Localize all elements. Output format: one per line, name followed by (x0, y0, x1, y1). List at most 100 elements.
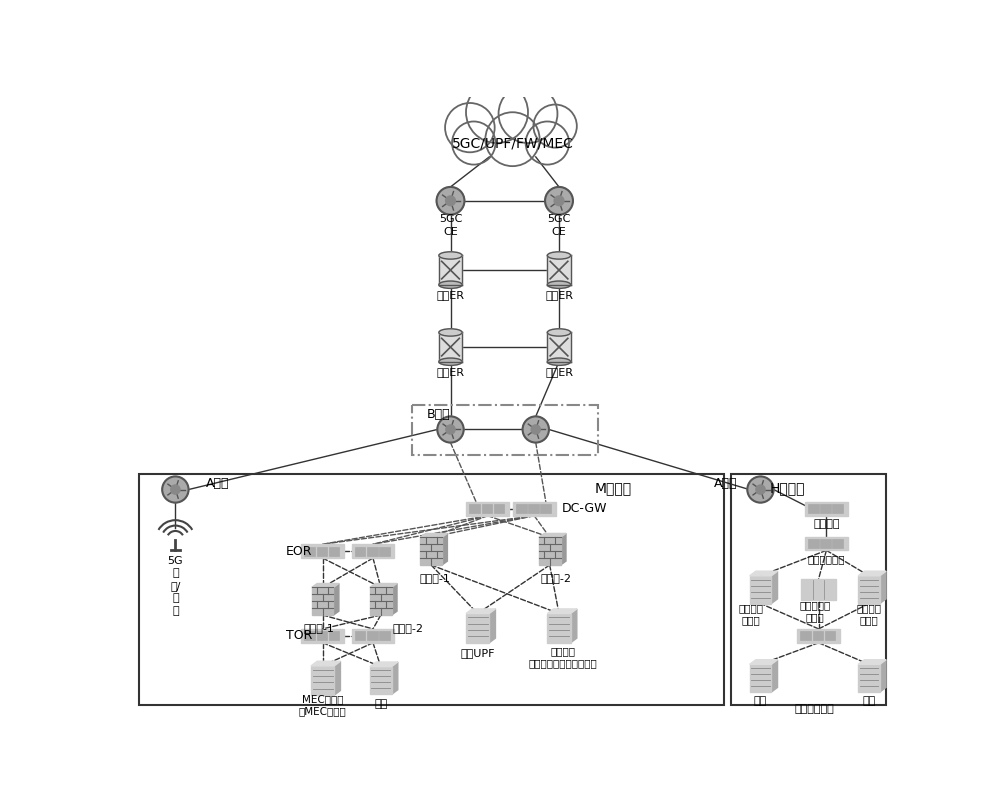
Circle shape (446, 196, 455, 206)
Ellipse shape (547, 252, 571, 259)
Polygon shape (880, 659, 886, 692)
Ellipse shape (439, 358, 462, 366)
Bar (304, 546, 315, 556)
Bar (547, 332, 571, 362)
Circle shape (554, 196, 564, 206)
Polygon shape (392, 583, 397, 615)
Text: M地营区: M地营区 (595, 481, 632, 495)
Text: 交换设备: 交换设备 (813, 519, 840, 529)
Text: 5G
基
站/
室
分: 5G 基 站/ 室 分 (168, 556, 183, 616)
Bar (832, 504, 843, 513)
Text: 跨网交换
服务器: 跨网交换 服务器 (739, 603, 764, 625)
Bar (329, 631, 339, 641)
Bar (304, 631, 315, 641)
Bar (311, 666, 334, 695)
Bar (439, 256, 462, 285)
Text: 存储: 存储 (862, 696, 876, 706)
Text: 防火墙-2: 防火墙-2 (540, 573, 571, 583)
Bar (820, 539, 831, 548)
Text: 营区数据中心: 营区数据中心 (795, 704, 835, 714)
Bar (355, 631, 365, 641)
Polygon shape (370, 583, 397, 587)
Bar (301, 544, 344, 558)
Circle shape (162, 476, 189, 503)
Bar (547, 613, 571, 642)
Bar (808, 539, 819, 548)
Circle shape (446, 425, 455, 434)
Ellipse shape (547, 328, 571, 337)
Polygon shape (561, 533, 566, 565)
Bar (301, 629, 344, 642)
Polygon shape (311, 661, 340, 666)
Text: H地营区: H地营区 (770, 481, 805, 495)
Bar (379, 631, 390, 641)
Bar (858, 664, 880, 692)
Polygon shape (750, 571, 778, 575)
Text: 防火墙-2: 防火墙-2 (392, 623, 423, 633)
Bar (466, 502, 509, 516)
Bar (312, 587, 333, 615)
Bar (832, 539, 843, 548)
Text: 5GC/UPF/FW/MEC: 5GC/UPF/FW/MEC (452, 136, 573, 150)
Text: 防火墙-1: 防火墙-1 (303, 623, 334, 633)
Circle shape (445, 103, 495, 153)
Ellipse shape (547, 281, 571, 288)
Circle shape (485, 112, 540, 166)
Circle shape (437, 416, 464, 442)
Bar (494, 504, 504, 513)
Circle shape (756, 485, 765, 494)
Bar (801, 579, 836, 600)
Bar (317, 546, 327, 556)
Bar (805, 502, 848, 516)
Circle shape (171, 485, 180, 494)
Polygon shape (370, 662, 398, 667)
Bar (528, 504, 539, 513)
Bar (813, 631, 823, 641)
Polygon shape (571, 609, 577, 642)
Text: 计算: 计算 (754, 696, 767, 706)
Ellipse shape (439, 252, 462, 259)
Text: 跨网交换
服务器: 跨网交换 服务器 (856, 603, 882, 625)
Text: 边缘UPF: 边缘UPF (460, 648, 495, 658)
Bar (805, 537, 848, 550)
Text: 防火墙-1: 防火墙-1 (420, 573, 450, 583)
Text: 城域ER: 城域ER (545, 366, 573, 377)
Bar (469, 504, 480, 513)
Text: TOR: TOR (286, 629, 313, 642)
Bar (420, 537, 442, 565)
Bar (797, 629, 840, 642)
Circle shape (452, 122, 495, 165)
Bar (516, 504, 527, 513)
Circle shape (437, 187, 464, 215)
Text: 安全配套
（恶意程序检测、漏扫）: 安全配套 （恶意程序检测、漏扫） (528, 646, 597, 669)
Circle shape (747, 476, 774, 503)
Text: 5GC
CE: 5GC CE (547, 214, 571, 236)
Text: 二维码影像
渡设备: 二维码影像 渡设备 (799, 600, 830, 622)
Circle shape (499, 85, 557, 143)
Circle shape (545, 187, 573, 215)
Bar (379, 546, 390, 556)
Polygon shape (539, 533, 566, 537)
Text: A设备: A设备 (714, 477, 737, 490)
Polygon shape (858, 571, 886, 575)
Bar (750, 664, 771, 692)
Polygon shape (880, 571, 886, 604)
Bar (352, 544, 394, 558)
Bar (482, 504, 492, 513)
Bar (352, 629, 394, 642)
Circle shape (533, 105, 577, 148)
Polygon shape (312, 583, 339, 587)
Text: 省级ER: 省级ER (436, 290, 464, 299)
Bar (317, 631, 327, 641)
Bar (808, 504, 819, 513)
Bar (750, 575, 771, 604)
Circle shape (531, 425, 540, 434)
Polygon shape (858, 659, 886, 664)
Bar (513, 502, 556, 516)
Bar (800, 631, 811, 641)
Text: A设备: A设备 (206, 477, 230, 490)
Polygon shape (333, 583, 339, 615)
Bar (540, 504, 551, 513)
Bar (412, 405, 598, 455)
Text: DC-GW: DC-GW (562, 502, 607, 516)
